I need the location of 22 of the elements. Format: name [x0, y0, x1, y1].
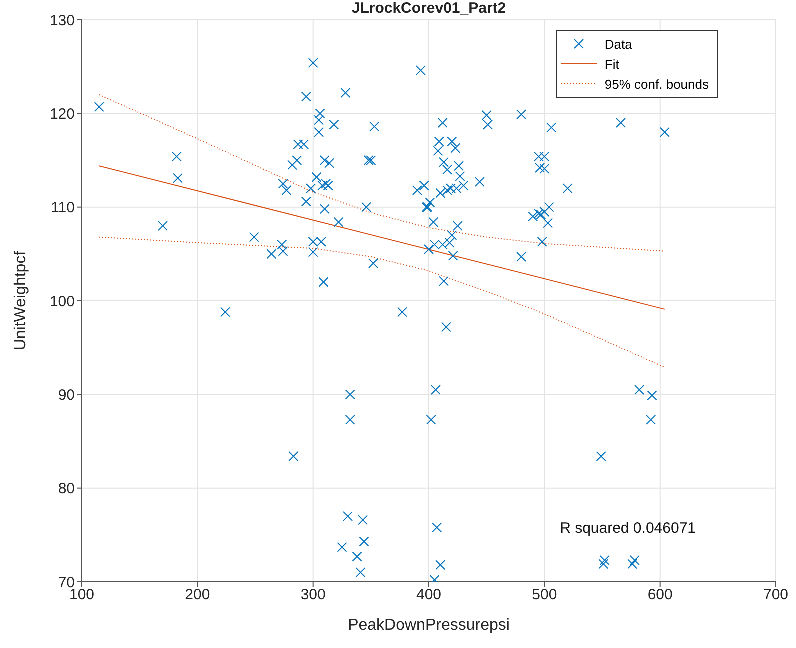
x-tick-label: 200 [185, 586, 210, 604]
x-tick-label: 500 [532, 586, 558, 604]
x-tick-label: 700 [763, 586, 789, 604]
y-tick-label: 80 [58, 480, 75, 498]
legend-label: 95% conf. bounds [604, 76, 709, 92]
x-tick-label: 600 [648, 586, 673, 604]
x-tick-label: 100 [69, 586, 95, 604]
y-axis-title: UnitWeightpcf [12, 250, 30, 351]
annotation: R squared 0.046071 [560, 520, 696, 537]
legend-label: Data [604, 36, 632, 52]
x-axis-title: PeakDownPressurepsi [348, 617, 510, 634]
y-tick-label: 110 [51, 200, 75, 217]
line-series [98, 94, 666, 252]
y-tick-label: 90 [58, 386, 75, 404]
y-tick-label: 120 [50, 106, 75, 123]
x-tick-label: 300 [300, 586, 326, 604]
line-series [98, 236, 666, 368]
x-tick-label: 400 [416, 586, 442, 604]
y-tick-label: 130 [50, 12, 75, 30]
y-tick-label: 100 [50, 293, 75, 310]
chart-title: JLrockCorev01_Part2 [350, 0, 508, 17]
legend-label: Fit [604, 56, 620, 72]
